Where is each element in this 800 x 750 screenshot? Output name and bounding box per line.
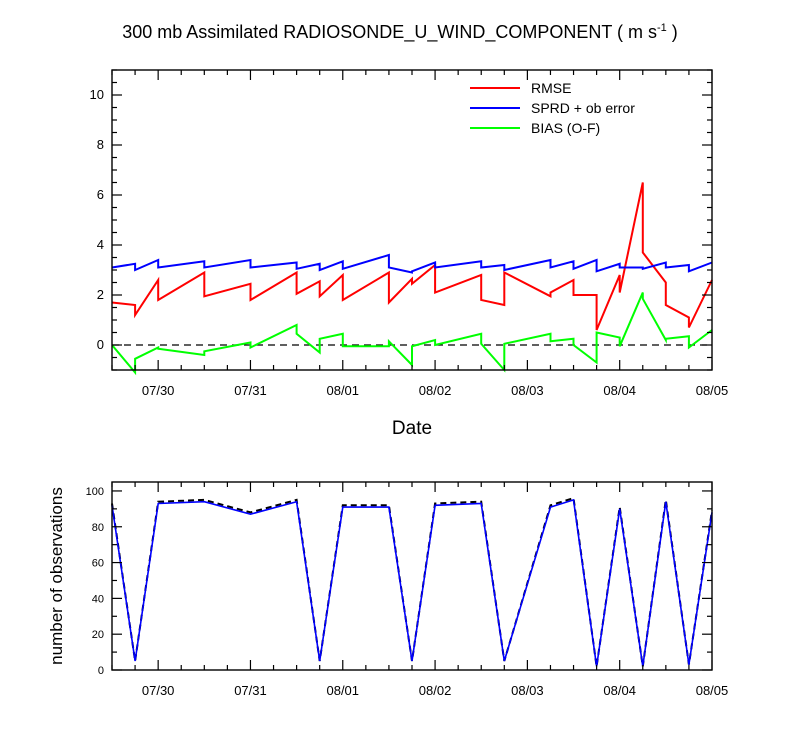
series-line-1-3 bbox=[111, 292, 713, 376]
x-tick-label: 07/30 bbox=[142, 683, 175, 698]
chart-panel-1: 07/30 07/31 08/01 08/02 08/03 08/04 08/05 0 2 4 6 8… bbox=[90, 69, 729, 398]
legend-label: SPRD + ob error bbox=[531, 100, 635, 116]
x-tick-label: 07/30 bbox=[142, 383, 175, 398]
series-line-2-1 bbox=[111, 496, 713, 667]
series-line-1-2 bbox=[111, 253, 713, 274]
x-tick-label: 08/03 bbox=[511, 683, 544, 698]
legend-label: BIAS (O-F) bbox=[531, 120, 600, 136]
y-tick-label: 8 bbox=[97, 137, 104, 152]
title-tail: ) bbox=[666, 22, 678, 42]
x-tick-label: 07/31 bbox=[234, 683, 267, 698]
title-main: 300 mb Assimilated RADIOSONDE_U_WIND_COM… bbox=[122, 22, 657, 42]
y-tick-label: 10 bbox=[90, 87, 104, 102]
y-tick-label: 2 bbox=[97, 287, 104, 302]
y-tick-label: 0 bbox=[98, 665, 104, 677]
x-tick-label: 08/01 bbox=[326, 383, 359, 398]
x-tick-label: 08/05 bbox=[696, 383, 729, 398]
y-tick-label: 20 bbox=[92, 629, 104, 641]
y-tick-label: 4 bbox=[97, 237, 104, 252]
x-axis-label: Date bbox=[391, 418, 433, 439]
legend-label: RMSE bbox=[531, 80, 571, 96]
chart-title: 300 mb Assimilated RADIOSONDE_U_WIND_COM… bbox=[0, 22, 800, 43]
y-tick-label: 6 bbox=[97, 187, 104, 202]
x-tick-label: 08/03 bbox=[511, 383, 544, 398]
x-tick-label: 08/02 bbox=[419, 683, 452, 698]
chart-panel-2: 07/30 07/31 08/01 08/02 08/03 08/04 08/05 0 20 40… bbox=[47, 481, 729, 698]
title-superscript: -1 bbox=[657, 22, 667, 34]
y-axis-label: number of observations bbox=[47, 487, 66, 665]
series-line-2-2 bbox=[111, 498, 713, 667]
y-tick-label: 40 bbox=[92, 593, 104, 605]
y-tick-label: 100 bbox=[86, 486, 104, 498]
plot-frame bbox=[111, 481, 713, 671]
x-tick-label: 08/04 bbox=[603, 383, 636, 398]
x-tick-label: 08/01 bbox=[326, 683, 359, 698]
series-line-1-1 bbox=[111, 182, 713, 331]
y-tick-label: 60 bbox=[92, 558, 104, 570]
x-tick-label: 08/04 bbox=[603, 683, 636, 698]
y-tick-label: 0 bbox=[97, 337, 104, 352]
x-tick-label: 08/02 bbox=[419, 383, 452, 398]
legend: RMSE SPRD + ob error BIAS (O-F) bbox=[470, 80, 635, 136]
x-tick-label: 08/05 bbox=[696, 683, 729, 698]
x-tick-label: 07/31 bbox=[234, 383, 267, 398]
y-tick-label: 80 bbox=[92, 522, 104, 534]
